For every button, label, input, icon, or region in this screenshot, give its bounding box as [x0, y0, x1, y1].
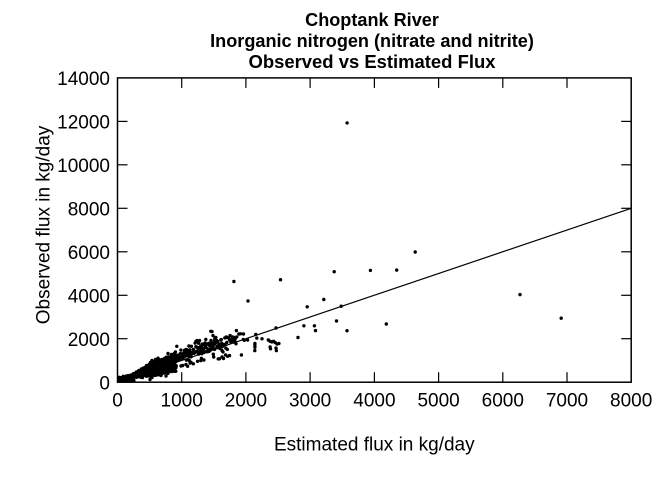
svg-text:2000: 2000 — [225, 390, 267, 411]
svg-text:Choptank River: Choptank River — [305, 10, 439, 30]
svg-text:1000: 1000 — [161, 390, 203, 411]
svg-text:Inorganic nitrogen (nitrate an: Inorganic nitrogen (nitrate and nitrite) — [210, 31, 534, 51]
svg-text:Estimated flux in kg/day: Estimated flux in kg/day — [274, 435, 475, 456]
svg-text:5000: 5000 — [417, 390, 459, 411]
svg-text:3000: 3000 — [289, 390, 331, 411]
svg-text:8000: 8000 — [610, 390, 652, 411]
svg-text:Observed flux in kg/day: Observed flux in kg/day — [34, 125, 55, 324]
svg-text:4000: 4000 — [353, 390, 395, 411]
svg-text:14000: 14000 — [57, 69, 110, 90]
svg-text:6000: 6000 — [68, 243, 110, 264]
svg-text:4000: 4000 — [68, 287, 110, 308]
svg-text:2000: 2000 — [68, 330, 110, 351]
svg-text:8000: 8000 — [68, 200, 110, 221]
svg-text:7000: 7000 — [546, 390, 588, 411]
svg-text:0: 0 — [99, 374, 110, 395]
svg-text:6000: 6000 — [482, 390, 524, 411]
svg-text:10000: 10000 — [57, 156, 110, 177]
svg-text:0: 0 — [112, 390, 123, 411]
svg-text:12000: 12000 — [57, 113, 110, 134]
svg-text:Observed vs Estimated Flux: Observed vs Estimated Flux — [249, 51, 497, 72]
